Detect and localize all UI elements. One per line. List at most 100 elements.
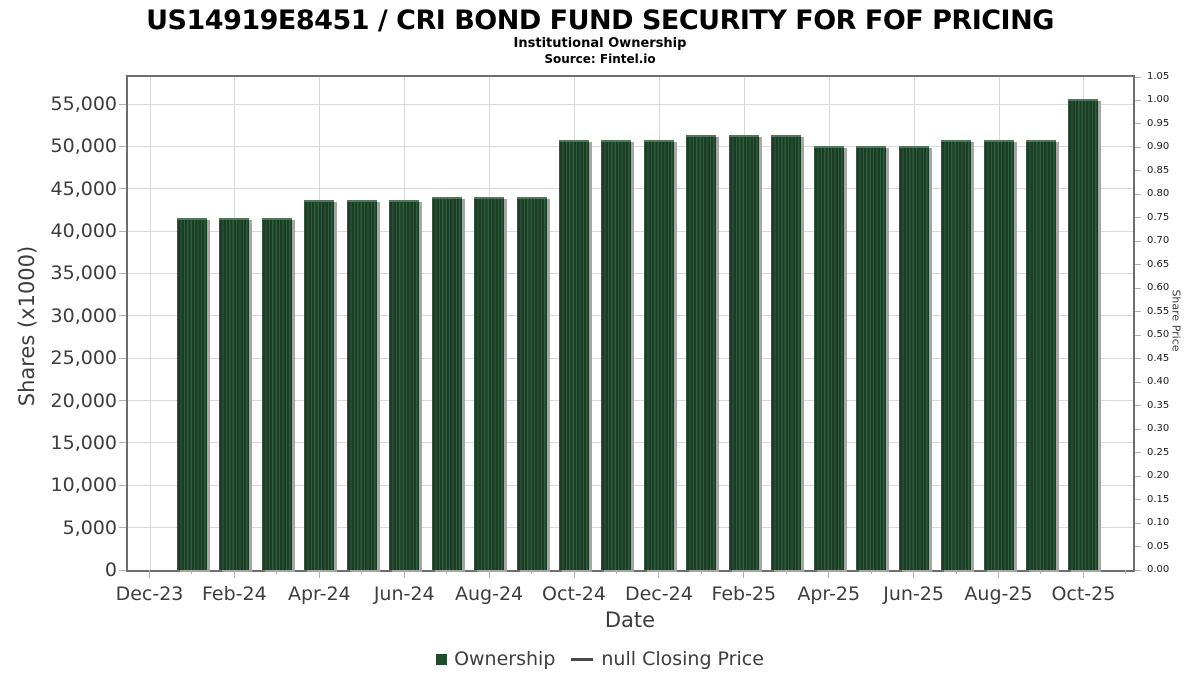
legend-price-label[interactable]: null Closing Price bbox=[601, 648, 764, 670]
ownership-bar[interactable] bbox=[729, 135, 759, 570]
right-axis-tick-label: 0.70 bbox=[1147, 235, 1170, 247]
left-axis-tick-label: 10,000 bbox=[50, 474, 117, 497]
ownership-bar[interactable] bbox=[559, 140, 589, 570]
x-axis-minor-tick bbox=[191, 570, 193, 574]
right-axis-tick bbox=[1135, 240, 1141, 242]
right-axis-tick bbox=[1135, 264, 1141, 266]
left-axis-tick bbox=[119, 188, 126, 190]
ownership-bar[interactable] bbox=[686, 135, 716, 570]
left-axis-tick-label: 20,000 bbox=[50, 389, 117, 412]
right-axis-tick-label: 0.10 bbox=[1147, 517, 1170, 529]
right-axis-tick-label: 0.15 bbox=[1147, 493, 1170, 505]
left-axis-tick-label: 5,000 bbox=[62, 516, 117, 539]
ownership-bar[interactable] bbox=[262, 218, 292, 570]
x-axis-minor-tick bbox=[446, 570, 448, 574]
right-axis-tick bbox=[1135, 334, 1141, 336]
x-axis-minor-tick bbox=[573, 570, 575, 578]
ownership-bar[interactable] bbox=[899, 146, 929, 570]
ownership-bar[interactable] bbox=[856, 146, 886, 570]
x-axis-tick-label: Dec-24 bbox=[624, 583, 693, 605]
ownership-bar[interactable] bbox=[1026, 140, 1056, 570]
right-axis-tick-label: 0.65 bbox=[1147, 258, 1170, 270]
right-axis-tick bbox=[1135, 381, 1141, 383]
x-axis-minor-tick bbox=[1125, 570, 1127, 574]
x-axis-minor-tick bbox=[828, 570, 830, 578]
x-axis-minor-tick bbox=[318, 570, 320, 578]
right-axis-tick bbox=[1135, 76, 1141, 78]
x-axis-minor-tick bbox=[700, 570, 702, 574]
ownership-swatch-icon[interactable] bbox=[436, 653, 448, 665]
ownership-bar[interactable] bbox=[984, 140, 1014, 570]
right-axis-tick-label: 0.40 bbox=[1147, 376, 1170, 388]
left-axis-tick bbox=[119, 400, 126, 402]
x-axis-minor-tick bbox=[658, 570, 660, 578]
ownership-bar[interactable] bbox=[644, 140, 674, 570]
left-axis-tick-label: 35,000 bbox=[50, 262, 117, 285]
left-axis-tick bbox=[119, 315, 126, 317]
x-axis-minor-tick bbox=[531, 570, 533, 574]
left-axis-tick bbox=[119, 272, 126, 274]
x-axis-tick-label: Feb-25 bbox=[711, 583, 777, 605]
x-axis-tick-label: Jun-25 bbox=[883, 583, 944, 605]
ownership-bar[interactable] bbox=[517, 197, 547, 570]
right-axis-tick-label: 0.35 bbox=[1147, 399, 1170, 411]
left-axis-tick bbox=[119, 145, 126, 147]
right-axis-tick bbox=[1135, 123, 1141, 125]
right-axis-tick-label: 0.85 bbox=[1147, 164, 1170, 176]
ownership-bar[interactable] bbox=[304, 200, 334, 570]
ownership-bar[interactable] bbox=[347, 200, 377, 570]
ownership-bar[interactable] bbox=[771, 135, 801, 570]
left-axis-tick bbox=[119, 527, 126, 529]
legend-ownership-label[interactable]: Ownership bbox=[454, 648, 556, 670]
right-axis-tick bbox=[1135, 475, 1141, 477]
left-axis-tick bbox=[119, 357, 126, 359]
x-axis-minor-tick bbox=[276, 570, 278, 574]
right-axis-tick-label: 0.00 bbox=[1147, 564, 1170, 575]
right-axis-title: Share Price bbox=[1169, 289, 1183, 352]
legend: Ownership null Closing Price bbox=[0, 646, 1200, 672]
x-axis-minor-tick bbox=[998, 570, 999, 578]
h-gridline bbox=[128, 103, 1133, 105]
left-axis-tick-label: 15,000 bbox=[50, 431, 117, 454]
ownership-bar[interactable] bbox=[389, 200, 419, 570]
right-axis-tick-label: 0.60 bbox=[1147, 282, 1170, 294]
ownership-bar[interactable] bbox=[177, 218, 207, 570]
ownership-bar[interactable] bbox=[432, 197, 462, 570]
left-axis-tick bbox=[119, 442, 126, 444]
left-axis-tick-label: 45,000 bbox=[50, 177, 117, 200]
ownership-bar[interactable] bbox=[474, 197, 504, 570]
x-axis-minor-tick bbox=[488, 570, 490, 578]
right-axis-tick-label: 0.80 bbox=[1147, 188, 1170, 200]
x-axis-title: Date bbox=[604, 608, 656, 632]
right-axis-tick bbox=[1135, 146, 1141, 148]
x-axis-minor-tick bbox=[149, 570, 150, 578]
right-axis-tick-label: 0.55 bbox=[1147, 305, 1170, 317]
left-axis-title: Shares (x1000) bbox=[15, 245, 39, 407]
ownership-bar[interactable] bbox=[219, 218, 249, 570]
ownership-bar[interactable] bbox=[814, 146, 844, 570]
x-axis-minor-tick bbox=[785, 570, 787, 574]
right-axis-tick-label: 1.00 bbox=[1147, 94, 1170, 106]
left-axis-tick bbox=[119, 484, 126, 486]
x-axis-tick-label: Jun-24 bbox=[373, 583, 435, 605]
v-gridline bbox=[149, 77, 151, 570]
right-axis-tick bbox=[1135, 499, 1141, 501]
x-axis-tick-label: Feb-24 bbox=[202, 583, 267, 605]
x-axis-tick-label: Apr-25 bbox=[797, 583, 861, 605]
closing-price-line-icon[interactable] bbox=[571, 657, 594, 661]
x-axis-minor-tick bbox=[403, 570, 405, 578]
right-axis-tick-label: 0.20 bbox=[1147, 470, 1170, 482]
x-axis-minor-tick bbox=[870, 570, 872, 574]
right-axis-tick bbox=[1135, 452, 1141, 454]
ownership-bar[interactable] bbox=[941, 140, 971, 570]
right-axis-tick bbox=[1135, 287, 1141, 289]
left-axis-tick-label: 0 bbox=[104, 559, 117, 581]
chart-title: US14919E8451 / CRI BOND FUND SECURITY FO… bbox=[146, 5, 1054, 36]
right-axis-tick bbox=[1135, 405, 1141, 407]
ownership-bar[interactable] bbox=[601, 140, 631, 570]
right-axis-tick bbox=[1135, 193, 1141, 195]
right-axis-tick-label: 0.30 bbox=[1147, 423, 1170, 435]
left-axis-tick-label: 50,000 bbox=[50, 135, 117, 158]
ownership-bar[interactable] bbox=[1068, 99, 1098, 570]
x-axis-minor-tick bbox=[955, 570, 957, 574]
